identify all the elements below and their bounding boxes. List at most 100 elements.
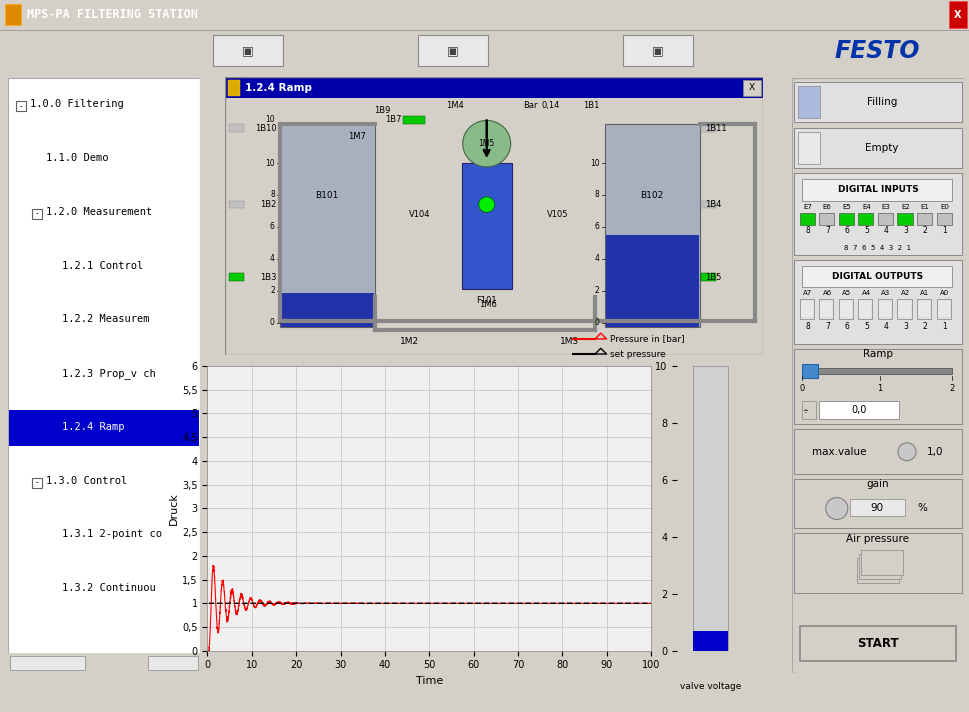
- Text: ▣: ▣: [242, 44, 254, 57]
- Bar: [9, 410, 199, 446]
- Text: set pressure: set pressure: [610, 350, 667, 359]
- Text: 7: 7: [825, 226, 829, 235]
- Text: 3: 3: [903, 226, 908, 235]
- Text: 2: 2: [270, 286, 275, 295]
- Text: 1.2.4 Ramp: 1.2.4 Ramp: [62, 422, 124, 432]
- Bar: [801, 364, 818, 378]
- Text: E3: E3: [882, 204, 891, 210]
- Text: Empty: Empty: [865, 143, 898, 153]
- Text: 1M6: 1M6: [479, 300, 497, 309]
- Bar: [859, 555, 901, 580]
- Text: 1B4: 1B4: [704, 200, 721, 209]
- Text: 1.2.4 Ramp: 1.2.4 Ramp: [245, 83, 312, 93]
- Text: 1M4: 1M4: [446, 101, 463, 110]
- Text: E6: E6: [823, 204, 831, 210]
- Bar: [897, 213, 913, 225]
- Text: 1B9: 1B9: [375, 106, 391, 115]
- Bar: [694, 631, 729, 651]
- Bar: [5, 4, 21, 26]
- Bar: [10, 656, 84, 670]
- Text: 0: 0: [595, 318, 600, 327]
- Text: 7: 7: [825, 322, 829, 331]
- Text: -: -: [19, 102, 22, 110]
- Text: Air pressure: Air pressure: [846, 535, 910, 545]
- Bar: [794, 83, 962, 122]
- Bar: [797, 132, 820, 164]
- FancyBboxPatch shape: [623, 35, 693, 66]
- Bar: [937, 213, 952, 225]
- Text: V104: V104: [409, 210, 430, 219]
- Bar: [859, 300, 872, 319]
- Text: 10: 10: [590, 159, 600, 167]
- Bar: [794, 429, 962, 473]
- Bar: [794, 128, 962, 168]
- Text: 90: 90: [870, 503, 884, 513]
- Text: ▣: ▣: [447, 44, 459, 57]
- Text: valve voltage: valve voltage: [680, 682, 741, 691]
- Bar: [949, 1, 967, 28]
- Text: 1.0.0 Filtering: 1.0.0 Filtering: [30, 99, 123, 109]
- Bar: [701, 273, 716, 281]
- Bar: [229, 125, 244, 132]
- Text: 1B2: 1B2: [261, 200, 277, 209]
- Text: 1.3.2 Continuou: 1.3.2 Continuou: [62, 583, 155, 593]
- Bar: [799, 626, 956, 661]
- Text: 3: 3: [903, 322, 908, 331]
- Bar: [839, 300, 853, 319]
- Bar: [794, 260, 962, 344]
- Bar: [850, 498, 905, 516]
- Bar: [799, 300, 814, 319]
- Text: 1,0: 1,0: [926, 446, 944, 457]
- Text: 0,0: 0,0: [851, 405, 866, 415]
- Bar: [228, 80, 239, 96]
- Bar: [794, 173, 962, 255]
- Text: 2: 2: [950, 384, 954, 393]
- Text: 4: 4: [884, 322, 889, 331]
- Bar: [229, 273, 244, 281]
- Text: 0: 0: [799, 384, 804, 393]
- Text: 6: 6: [844, 226, 849, 235]
- Text: Ramp: Ramp: [863, 349, 892, 359]
- Text: A5: A5: [842, 290, 852, 296]
- Text: 1: 1: [942, 226, 947, 235]
- Text: 1.2.3 Prop_v ch: 1.2.3 Prop_v ch: [62, 367, 155, 379]
- Bar: [878, 300, 891, 319]
- Text: X: X: [954, 10, 962, 20]
- Text: X: X: [748, 83, 755, 92]
- Text: 1M2: 1M2: [400, 337, 420, 347]
- Bar: [801, 401, 816, 419]
- Text: A1: A1: [921, 290, 929, 296]
- Text: ÷: ÷: [801, 407, 807, 413]
- Text: 1B11: 1B11: [704, 124, 726, 132]
- Bar: [403, 115, 424, 125]
- Bar: [794, 349, 962, 424]
- Bar: [701, 125, 716, 132]
- Bar: [229, 201, 244, 209]
- Text: 2: 2: [922, 322, 927, 331]
- Bar: [918, 301, 930, 318]
- Text: 4: 4: [270, 254, 275, 263]
- Bar: [32, 478, 42, 488]
- Text: Filling: Filling: [866, 98, 897, 108]
- Text: 8: 8: [595, 190, 600, 199]
- Text: DIGITAL OUTPUTS: DIGITAL OUTPUTS: [832, 272, 923, 281]
- Bar: [820, 301, 832, 318]
- Text: E7: E7: [803, 204, 812, 210]
- Text: E4: E4: [862, 204, 871, 210]
- Bar: [8, 653, 200, 673]
- Bar: [819, 401, 899, 419]
- Text: 1B3: 1B3: [261, 273, 277, 282]
- Text: 1B5: 1B5: [704, 273, 721, 282]
- Text: -: -: [35, 478, 38, 487]
- Bar: [860, 550, 903, 575]
- FancyBboxPatch shape: [418, 35, 488, 66]
- Text: 1M5: 1M5: [479, 139, 495, 148]
- Text: B102: B102: [641, 191, 664, 200]
- Bar: [801, 179, 953, 201]
- Bar: [605, 125, 700, 328]
- Text: B101: B101: [316, 191, 339, 200]
- Text: 1.3.0 Control: 1.3.0 Control: [46, 476, 127, 486]
- Bar: [839, 213, 854, 225]
- Bar: [280, 125, 375, 328]
- Text: E0: E0: [940, 204, 949, 210]
